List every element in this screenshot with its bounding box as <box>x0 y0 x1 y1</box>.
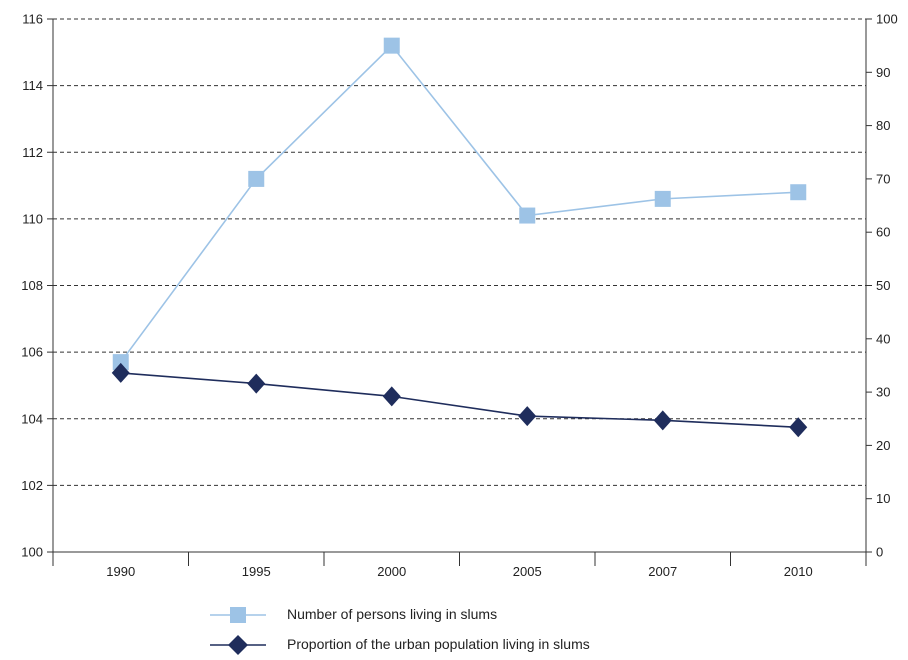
proportion-series-line <box>120 372 799 429</box>
y-left-tick-label: 102 <box>21 478 43 493</box>
y-right-tick-label: 100 <box>876 12 898 27</box>
x-tick-label: 2010 <box>784 564 813 579</box>
y-left-tick-label: 100 <box>21 545 43 560</box>
y-right-tick-label: 80 <box>876 118 890 133</box>
proportion-data-point <box>382 386 401 407</box>
proportion-data-point <box>247 373 266 394</box>
legend-swatch-diamond <box>210 635 266 655</box>
proportion-data-point <box>789 417 808 438</box>
y-right-tick-label: 40 <box>876 331 890 346</box>
legend-swatch-square <box>210 607 266 623</box>
y-left-tick-label: 114 <box>22 78 43 93</box>
y-left-tick-label: 104 <box>21 411 43 426</box>
y-left-tick-label: 110 <box>22 211 43 226</box>
y-right-tick-label: 60 <box>876 225 890 240</box>
y-right-tick-label: 0 <box>876 545 883 560</box>
persons-data-point <box>654 190 671 207</box>
persons-data-point <box>519 207 536 224</box>
legend-item-persons: Number of persons living in slums <box>210 600 730 630</box>
y-right-tick-label: 20 <box>876 438 890 453</box>
y-left-tick-label: 116 <box>22 12 43 27</box>
y-right-tick-label: 30 <box>876 385 890 400</box>
y-right-tick-label: 70 <box>876 171 890 186</box>
persons-data-point <box>790 184 807 201</box>
proportion-data-point <box>653 410 672 431</box>
x-tick-label: 2005 <box>513 564 542 579</box>
y-left-tick-label: 106 <box>21 345 43 360</box>
legend-item-proportion: Proportion of the urban population livin… <box>210 630 730 660</box>
y-right-tick-label: 90 <box>876 65 890 80</box>
chart-legend: Number of persons living in slums Propor… <box>210 600 730 660</box>
x-tick-label: 1990 <box>106 564 135 579</box>
legend-label-proportion: Proportion of the urban population livin… <box>287 636 590 652</box>
x-tick-label: 1995 <box>242 564 271 579</box>
legend-label-persons: Number of persons living in slums <box>287 606 498 622</box>
y-right-tick-label: 10 <box>876 491 890 506</box>
persons-series-line <box>120 44 799 363</box>
proportion-data-point <box>111 362 130 383</box>
y-left-tick-label: 112 <box>22 145 43 160</box>
persons-data-point <box>248 170 265 187</box>
x-tick-label: 2000 <box>377 564 406 579</box>
persons-data-point <box>383 37 400 54</box>
y-left-tick-label: 108 <box>21 278 43 293</box>
persons-data-point <box>112 354 129 371</box>
proportion-data-point <box>518 406 537 427</box>
x-tick-label: 2007 <box>648 564 677 579</box>
y-right-tick-label: 50 <box>876 278 890 293</box>
